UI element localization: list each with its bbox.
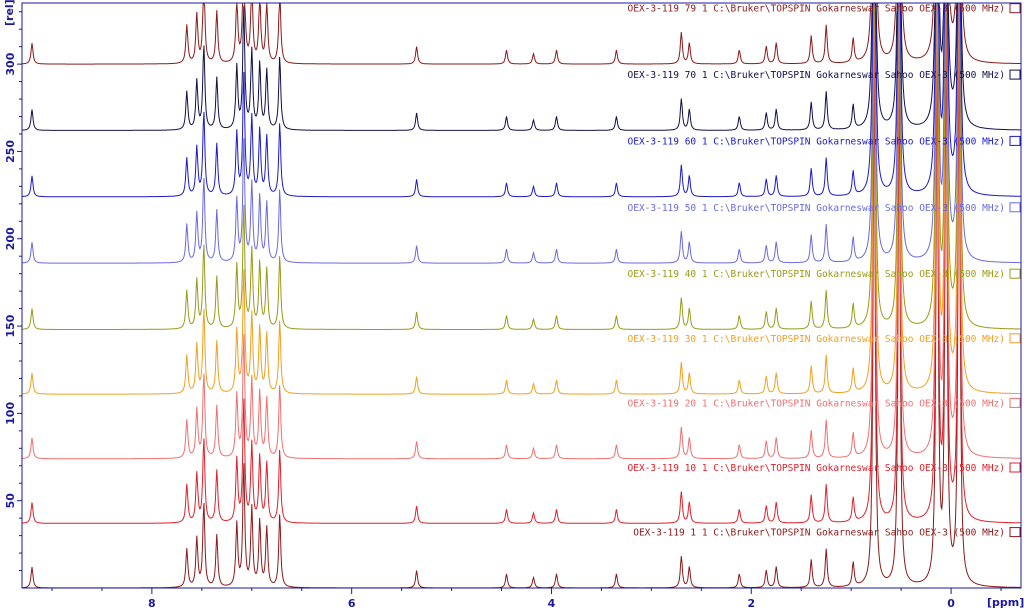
spectrum-label-3: OEX-3-119 20 1 C:\Bruker\TOPSPIN Gokarne…: [628, 398, 1006, 409]
x-tick-label: 8: [148, 597, 156, 610]
spectrum-swatch-1: [1009, 527, 1021, 538]
x-tick-label: 2: [747, 597, 755, 610]
y-tick-label: 300: [4, 52, 17, 75]
spectrum-swatch-4: [1009, 333, 1021, 344]
spectrum-trace-6: [21, 2, 1021, 264]
spectrum-swatch-5: [1009, 268, 1021, 279]
y-tick-label: 50: [4, 493, 17, 509]
axes-layer: 8 6 4 2 0 50 100 150 200 250 300: [4, 2, 1022, 610]
x-tick-label: 4: [548, 597, 556, 610]
spectra-layer: [21, 2, 1022, 589]
spectrum-label-5: OEX-3-119 40 1 C:\Bruker\TOPSPIN Gokarne…: [628, 269, 1006, 280]
spectrum-swatch-3: [1009, 397, 1021, 408]
spectrum-label-8: OEX-3-119 70 1 C:\Bruker\TOPSPIN Gokarne…: [628, 70, 1006, 81]
spectrum-swatch-6: [1009, 202, 1021, 213]
spectrum-label-4: OEX-3-119 30 1 C:\Bruker\TOPSPIN Gokarne…: [628, 334, 1006, 345]
spectrum-trace-4: [22, 2, 1021, 395]
spectrum-swatch-8: [1009, 69, 1021, 80]
y-tick-label: 250: [4, 140, 17, 163]
spectrum-trace-3: [21, 2, 1021, 460]
x-axis-unit-label: [ppm]: [987, 596, 1024, 609]
y-tick-label: 200: [4, 227, 17, 250]
x-tick-label: 0: [947, 597, 955, 610]
spectrum-trace-8: [21, 2, 1021, 131]
spectrum-trace-9: [21, 2, 1022, 65]
spectrum-label-7: OEX-3-119 60 1 C:\Bruker\TOPSPIN Gokarne…: [628, 136, 1006, 147]
spectrum-swatch-9: [1009, 3, 1021, 14]
spectrum-label-2: OEX-3-119 10 1 C:\Bruker\TOPSPIN Gokarne…: [628, 463, 1006, 474]
y-axis-unit-label: [rel]: [3, 0, 16, 26]
spectrum-swatch-7: [1009, 135, 1021, 146]
y-tick-label: 150: [4, 314, 17, 337]
spectrum-labels-layer: OEX-3-119 1 1 C:\Bruker\TOPSPIN Gokarnes…: [628, 3, 1021, 539]
x-tick-label: 6: [348, 597, 356, 610]
spectrum-label-9: OEX-3-119 79 1 C:\Bruker\TOPSPIN Gokarne…: [628, 4, 1006, 15]
spectrum-label-1: OEX-3-119 1 1 C:\Bruker\TOPSPIN Gokarnes…: [633, 528, 1005, 539]
spectrum-swatch-2: [1009, 462, 1021, 473]
spectrum-trace-7: [22, 2, 1021, 198]
spectrum-trace-2: [21, 2, 1021, 524]
spectrum-label-6: OEX-3-119 50 1 C:\Bruker\TOPSPIN Gokarne…: [628, 203, 1006, 214]
y-tick-label: 100: [4, 402, 17, 425]
spectrum-trace-5: [22, 2, 1021, 330]
plot-frame: [21, 2, 1022, 589]
